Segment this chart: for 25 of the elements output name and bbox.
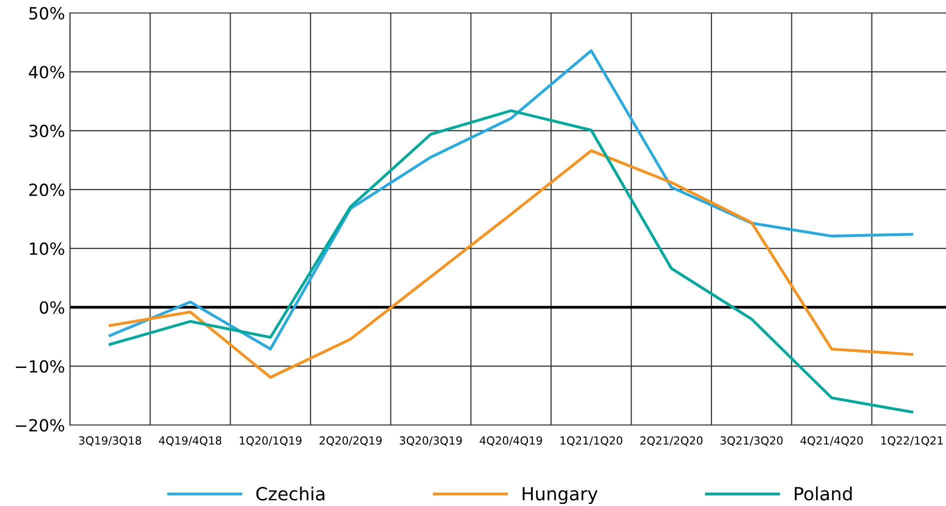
x-tick-label: 1Q20/1Q19 (240, 436, 302, 446)
y-tick-label: 10% (30, 242, 64, 255)
x-tick-label: 4Q20/4Q19 (480, 436, 542, 446)
x-tick-label: 4Q19/4Q18 (158, 436, 222, 446)
x-tick-label: 3Q21/3Q20 (720, 436, 783, 446)
y-tick-label: 0% (40, 301, 64, 314)
legend-label: Hungary (522, 487, 598, 504)
line-series (108, 149, 914, 379)
y-tick-label: −20% (16, 418, 64, 432)
y-tick-label: 40% (28, 66, 64, 78)
x-tick-label: 2Q21/2Q20 (640, 436, 702, 446)
x-tick-label: 1Q22/1Q21 (881, 436, 943, 446)
x-tick-label: 3Q20/3Q19 (400, 436, 462, 446)
legend-label: Poland (794, 486, 852, 501)
x-tick-label: 2Q20/2Q19 (320, 436, 382, 446)
y-tick-label: 50% (29, 6, 64, 20)
legend-label: Czechia (256, 486, 324, 501)
x-tick-label: 1Q21/1Q20 (560, 436, 622, 446)
line-series (108, 49, 914, 350)
x-tick-label: 4Q21/4Q20 (800, 436, 863, 446)
y-tick-label: 30% (29, 124, 64, 138)
line-series (108, 109, 914, 414)
y-tick-label: 20% (29, 184, 64, 196)
y-tick-label: −10% (16, 360, 64, 373)
x-tick-label: 3Q19/3Q18 (79, 436, 142, 446)
